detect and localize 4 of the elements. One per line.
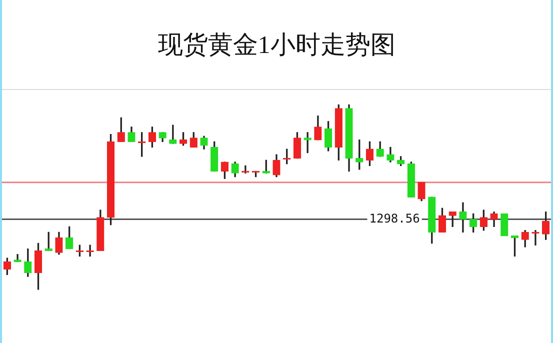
annotation: 1298.56: [369, 211, 420, 226]
chart-title: 现货黄金1小时走势图: [2, 0, 551, 90]
candlestick: [500, 213, 508, 236]
candlestick: [304, 132, 312, 154]
